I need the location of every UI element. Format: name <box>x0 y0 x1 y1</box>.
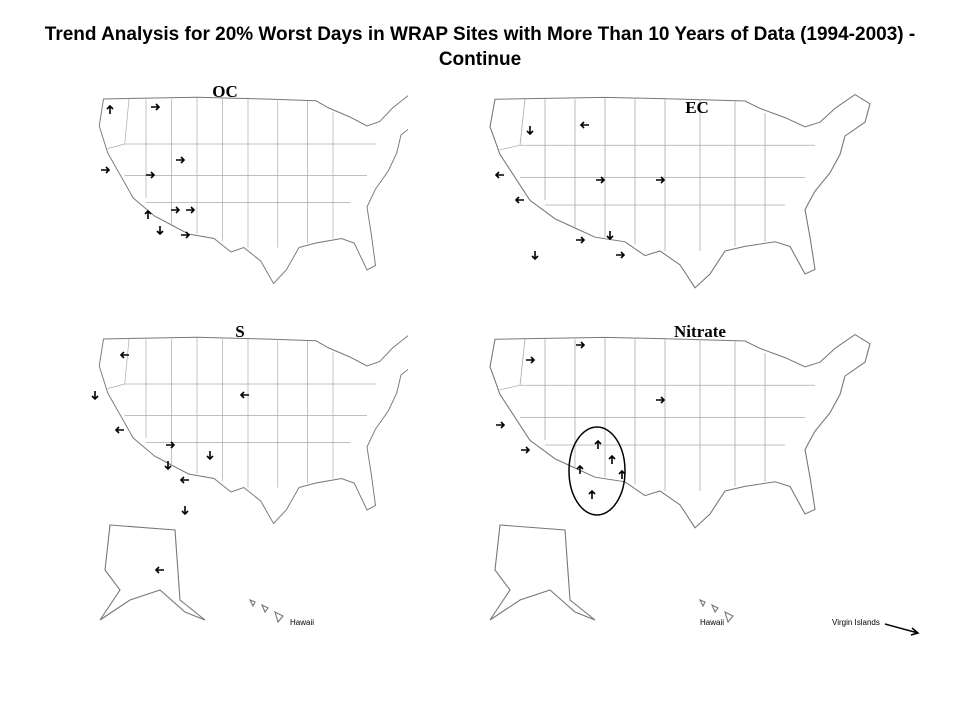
extra-label: Virgin Islands <box>832 618 880 627</box>
inset-label: Hawaii <box>290 618 314 627</box>
slide-title: Trend Analysis for 20% Worst Days in WRA… <box>44 24 916 70</box>
map-label: EC <box>685 98 709 117</box>
map-label: S <box>235 322 244 341</box>
map-s <box>91 334 408 624</box>
map-oc <box>98 94 408 284</box>
map-label: Nitrate <box>674 322 726 341</box>
inset-label: Hawaii <box>700 618 724 627</box>
virgin-islands-arrow <box>884 623 920 636</box>
map-ec <box>489 94 871 289</box>
map-nitrate <box>489 334 871 624</box>
map-label: OC <box>212 82 238 101</box>
